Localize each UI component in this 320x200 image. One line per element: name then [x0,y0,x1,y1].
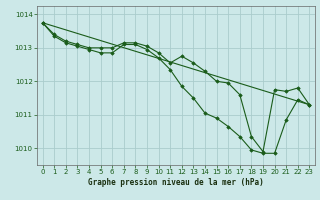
X-axis label: Graphe pression niveau de la mer (hPa): Graphe pression niveau de la mer (hPa) [88,178,264,187]
